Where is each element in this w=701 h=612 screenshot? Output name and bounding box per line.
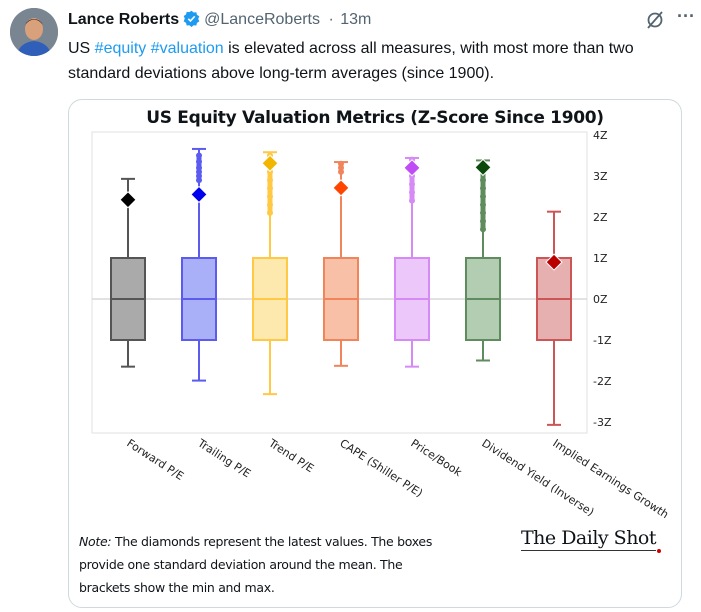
latest-value-diamond [403,159,421,177]
y-tick-label: 2Z [593,211,608,224]
outlier-point [196,168,202,175]
outlier-point [267,185,273,192]
outlier-point [409,181,415,188]
chart-note: Note: The diamonds represent the latest … [79,530,449,599]
x-category-label: Trend P/E [266,436,317,475]
y-tick-label: 1Z [593,252,608,265]
outlier-point [480,226,486,233]
outlier-point [338,160,344,167]
latest-value-diamond [545,253,563,271]
tweet-text: US #equity #valuation is elevated across… [68,36,688,86]
x-category-label: Forward P/E [124,437,186,483]
note-label: Note: [79,534,112,549]
hashtag-valuation[interactable]: #valuation [150,40,224,57]
outlier-point [338,164,344,171]
x-category-label: Price/Book [408,437,464,480]
outlier-point [196,158,202,165]
outlier-point [196,177,202,184]
daily-shot-logo: The Daily Shot [521,527,662,553]
latest-value-diamond [261,154,279,172]
outlier-point [480,209,486,216]
outlier-point [409,189,415,196]
outlier-point [480,185,486,192]
hashtag-equity[interactable]: #equity [94,40,147,57]
y-tick-label: 0Z [593,293,608,306]
author-name[interactable]: Lance Roberts [68,11,180,28]
verified-badge-icon[interactable] [183,10,200,32]
x-category-label: Implied Earnings Growth [550,437,671,522]
y-tick-label: -1Z [593,334,612,347]
logo-text: The Daily Shot [521,527,657,549]
outlier-point [267,201,273,208]
author-handle[interactable]: @LanceRoberts [204,11,320,28]
outlier-point [480,218,486,225]
more-icon[interactable]: ··· [677,6,695,26]
grok-icon[interactable] [645,10,665,35]
y-tick-label: -2Z [593,375,612,388]
outlier-point [409,197,415,204]
latest-value-diamond [332,179,350,197]
chart-title: US Equity Valuation Metrics (Z-Score Sin… [146,108,604,128]
latest-value-diamond [474,158,492,177]
outlier-point [267,209,273,216]
outlier-point [267,193,273,200]
text-suffix: is elevated across all measures, with mo… [68,40,634,82]
timestamp[interactable]: 13m [340,11,372,28]
outlier-point [480,201,486,208]
avatar-photo [10,8,58,56]
y-tick-label: -3Z [593,416,612,429]
outlier-point [267,177,273,184]
outlier-point [196,152,202,159]
outlier-point [196,164,202,171]
chart-image-card[interactable]: 4Z 3Z 2Z 1Z 0Z -1Z -2Z -3Z Forward P/E Trailing P… [68,99,682,608]
author-line: Lance Roberts @LanceRoberts · 13m [68,10,371,32]
outlier-point [196,173,202,179]
latest-value-diamond [190,185,208,204]
text-prefix: US [68,40,95,57]
y-tick-label: 4Z [593,129,608,142]
avatar[interactable] [10,8,58,56]
box-plot: 4Z 3Z 2Z 1Z 0Z -1Z -2Z -3Z Forward P/E Trailing P… [91,129,671,522]
x-category-label: Dividend Yield (Inverse) [479,437,596,519]
outlier-point [480,177,486,184]
latest-value-diamond [119,191,137,209]
y-tick-label: 3Z [593,170,608,183]
note-text: The diamonds represent the latest values… [79,534,433,595]
outlier-point [338,168,344,175]
plot-frame [91,131,588,434]
outlier-point [480,193,486,200]
x-category-label: Trailing P/E [195,436,254,480]
separator: · [328,11,334,28]
